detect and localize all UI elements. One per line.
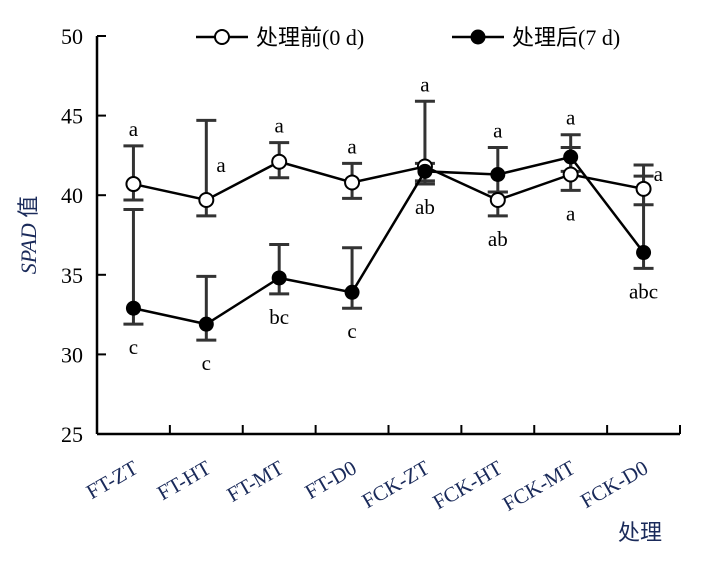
significance-letter: ab — [415, 195, 435, 219]
legend-marker-after — [470, 29, 486, 45]
significance-letter: c — [347, 319, 356, 343]
legend: 处理前(0 d) 处理后(7 d) — [196, 25, 620, 50]
significance-letter: a — [566, 201, 576, 225]
data-point-after — [344, 284, 360, 300]
x-category-label: FT-ZT — [82, 455, 142, 503]
y-axis-label-italic: SPAD — [16, 223, 41, 274]
x-category-label: FCK-MT — [498, 455, 579, 516]
data-point-after — [271, 270, 287, 286]
legend-label-before: 处理前(0 d) — [256, 25, 364, 50]
data-point-after — [417, 163, 433, 179]
data-point-after — [636, 245, 652, 261]
data-point-before — [125, 176, 142, 193]
data-point-after — [198, 316, 214, 332]
data-point-before — [635, 180, 652, 197]
y-axis-label: SPAD 值 — [16, 196, 41, 274]
significance-letter: ab — [488, 227, 508, 251]
y-tick-label: 45 — [61, 104, 83, 129]
x-category-label: FT-MT — [223, 455, 288, 506]
legend-marker-before — [214, 29, 230, 45]
x-category-label: FCK-D0 — [576, 456, 652, 514]
significance-letter: a — [216, 153, 226, 177]
data-point-before — [271, 153, 288, 170]
y-axis-label-suffix: 值 — [16, 196, 41, 224]
significance-letter: a — [420, 72, 430, 96]
y-tick-label: 40 — [61, 183, 83, 208]
x-category-label: FCK-ZT — [358, 455, 434, 513]
legend-label-after: 处理后(7 d) — [512, 25, 620, 50]
data-point-after — [563, 149, 579, 165]
series-line-before — [133, 160, 644, 202]
x-category-label: FT-HT — [153, 455, 215, 505]
x-category-label: FCK-HT — [429, 455, 507, 514]
y-tick-label: 25 — [61, 422, 83, 447]
y-tick-label: 35 — [61, 263, 83, 288]
significance-letter: a — [129, 117, 139, 141]
significance-letter: c — [202, 351, 211, 375]
data-point-before — [562, 166, 579, 183]
y-tick-label: 50 — [61, 24, 83, 49]
significance-letter: abc — [629, 279, 658, 303]
significance-letter: a — [275, 114, 285, 138]
significance-letter: bc — [269, 305, 289, 329]
significance-letter: a — [566, 106, 576, 130]
significance-letter: a — [654, 162, 664, 186]
data-point-before — [489, 191, 506, 208]
significance-letter: a — [493, 118, 503, 142]
x-axis-label: 处理 — [618, 520, 662, 545]
data-point-before — [344, 174, 361, 191]
significance-letter: c — [129, 335, 138, 359]
data-point-after — [125, 300, 141, 316]
plot-area: a a a a ab ab a a c c bc c a a a abc — [123, 72, 664, 375]
data-point-before — [198, 191, 215, 208]
significance-letter: a — [347, 134, 357, 158]
data-point-after — [490, 167, 506, 183]
series-line-after — [133, 155, 645, 326]
y-tick-label: 30 — [61, 342, 83, 367]
x-category-label: FT-D0 — [301, 456, 361, 504]
